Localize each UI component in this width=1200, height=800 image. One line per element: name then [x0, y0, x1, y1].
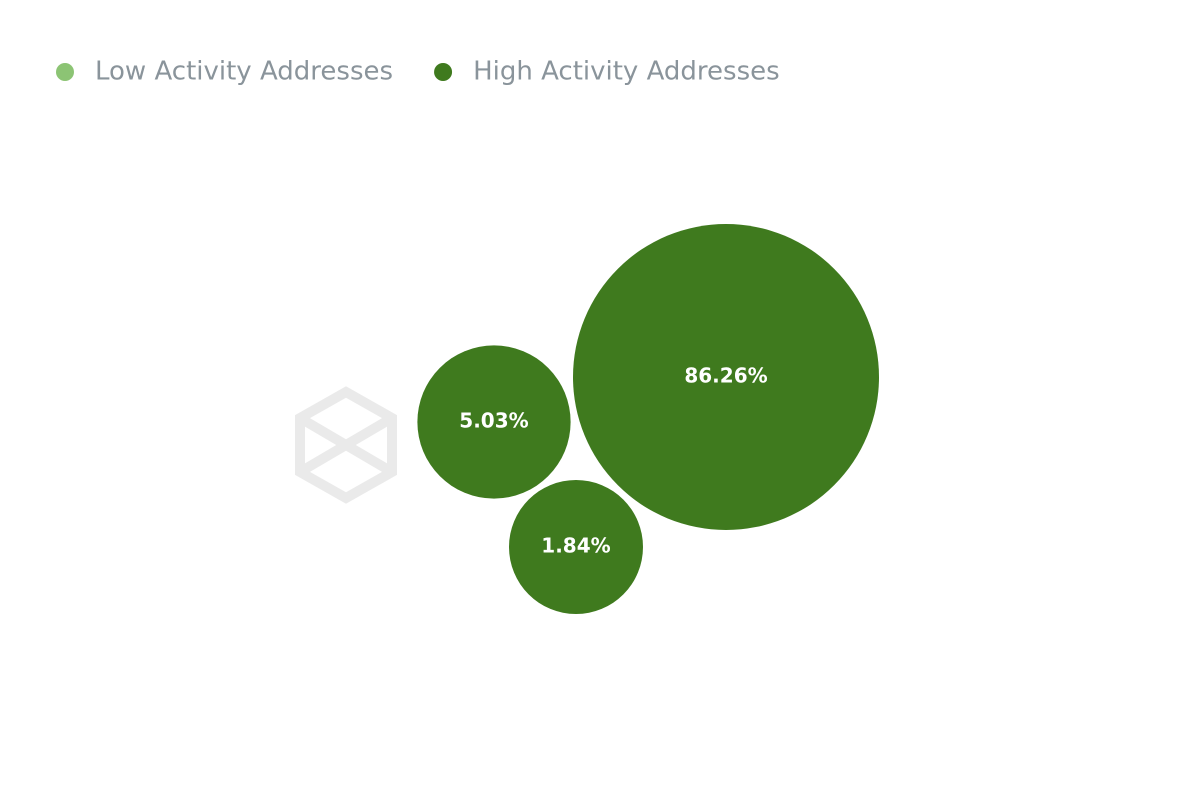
bubbles: 86.26% 5.03% 1.84%: [417, 224, 879, 614]
legend-text: High Activity Addresses: [473, 57, 780, 87]
bubble[interactable]: [417, 345, 571, 499]
watermark: [295, 386, 397, 504]
legend: Low Activity Addresses High Activity Addr…: [56, 57, 780, 87]
legend-text: Low Activity Addresses: [95, 57, 393, 87]
legend-item[interactable]: High Activity Addresses: [434, 57, 780, 87]
bubble-label: 5.03%: [459, 409, 528, 433]
bubble[interactable]: [509, 480, 643, 614]
legend-item[interactable]: Low Activity Addresses: [56, 57, 393, 87]
bubble[interactable]: [573, 224, 879, 530]
bubble-label: 86.26%: [684, 364, 767, 388]
legend-marker: [434, 63, 453, 81]
bubble-label: 1.84%: [541, 534, 610, 558]
legend-marker: [56, 63, 74, 81]
